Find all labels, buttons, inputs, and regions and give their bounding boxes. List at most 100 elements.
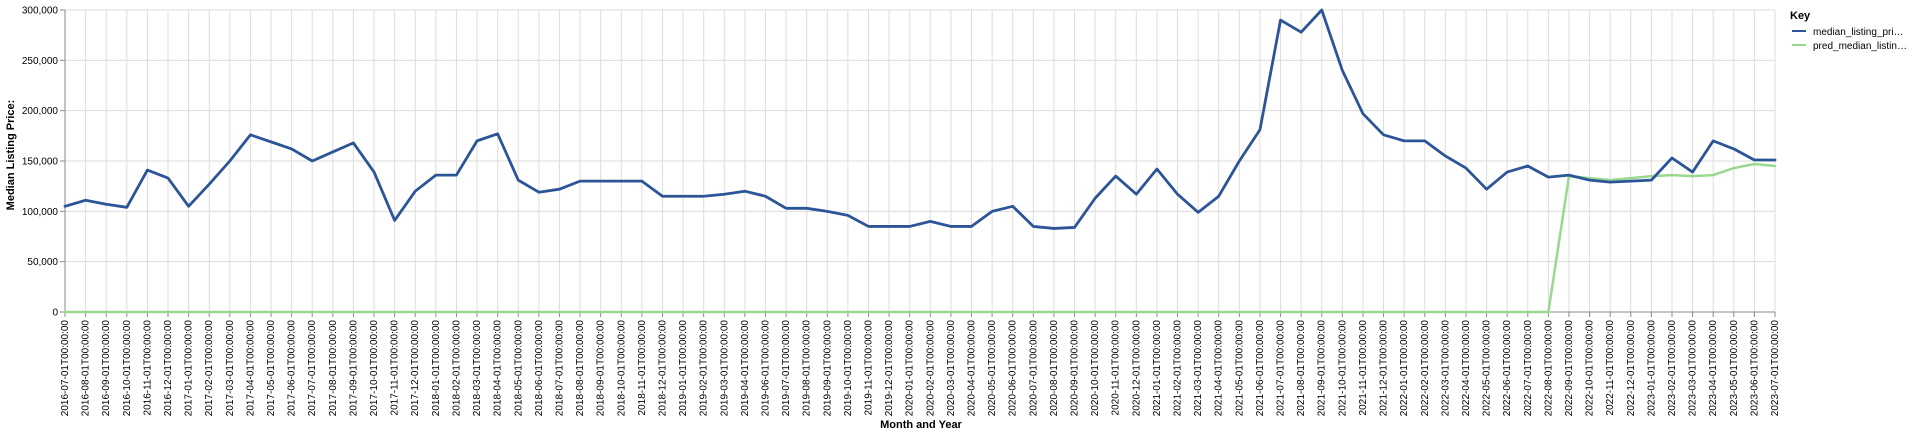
x-tick-label: 2020-09-01T00:00:00 (1070, 320, 1081, 417)
x-tick-label: 2020-06-01T00:00:00 (1008, 320, 1019, 417)
x-tick-label: 2021-04-01T00:00:00 (1214, 320, 1225, 417)
x-tick-label: 2020-03-01T00:00:00 (946, 320, 957, 417)
series-line-median-listing-price (63, 8, 1777, 230)
x-tick-label: 2018-10-01T00:00:00 (616, 320, 627, 417)
series-line-pred-median-listing-price (63, 162, 1777, 314)
x-tick-label: 2020-04-01T00:00:00 (967, 320, 978, 417)
x-tick-label: 2020-11-01T00:00:00 (1111, 320, 1122, 416)
x-tick-label: 2016-11-01T00:00:00 (142, 320, 153, 416)
x-tick-label: 2016-12-01T00:00:00 (163, 320, 174, 417)
x-tick-label: 2019-07-01T00:00:00 (781, 320, 792, 417)
x-tick-label: 2023-06-01T00:00:00 (1749, 320, 1760, 417)
x-tick-label: 2019-12-01T00:00:00 (884, 320, 895, 417)
x-tick-label: 2022-11-01T00:00:00 (1605, 320, 1616, 416)
gridlines (64, 9, 1776, 313)
x-tick-label: 2018-02-01T00:00:00 (451, 320, 462, 417)
x-tick-label: 2020-05-01T00:00:00 (987, 320, 998, 417)
y-axis: 0 50,000 100,000 150,000 200,000 250,000 300,0… (22, 6, 66, 319)
x-tick-label: 2019-08-01T00:00:00 (802, 320, 813, 417)
x-tick-label: 2017-05-01T00:00:00 (266, 320, 277, 417)
x-tick-label: 2023-05-01T00:00:00 (1729, 320, 1740, 417)
x-tick-label: 2021-12-01T00:00:00 (1379, 320, 1390, 417)
x-tick-label: 2021-08-01T00:00:00 (1296, 320, 1307, 417)
x-tick-label: 2022-07-01T00:00:00 (1523, 320, 1534, 417)
y-tick-label: 200,000 (22, 106, 59, 117)
x-tick-label: 2016-07-01T00:00:00 (60, 320, 71, 417)
x-tick-label: 2021-07-01T00:00:00 (1276, 320, 1287, 417)
x-tick-label: 2019-11-01T00:00:00 (863, 320, 874, 416)
y-tick-label: 50,000 (27, 257, 58, 268)
x-tick-label: 2018-06-01T00:00:00 (534, 320, 545, 417)
x-tick-label: 2022-01-01T00:00:00 (1399, 320, 1410, 417)
x-tick-label: 2020-12-01T00:00:00 (1131, 320, 1142, 417)
x-tick-label: 2019-10-01T00:00:00 (843, 320, 854, 417)
x-tick-label: 2021-06-01T00:00:00 (1255, 320, 1266, 417)
x-tick-label: 2022-02-01T00:00:00 (1420, 320, 1431, 417)
x-tick-label: 2017-07-01T00:00:00 (307, 320, 318, 417)
y-tick-label: 0 (52, 308, 58, 319)
x-tick-label: 2019-09-01T00:00:00 (822, 320, 833, 417)
x-tick-label: 2017-08-01T00:00:00 (328, 320, 339, 417)
y-tick-label: 250,000 (22, 56, 59, 67)
x-tick-label: 2016-08-01T00:00:00 (81, 320, 92, 417)
x-tick-label: 2018-01-01T00:00:00 (431, 320, 442, 417)
x-axis: 2016-07-01T00:00:00 2016-08-01T00:00:00 20… (60, 311, 1781, 417)
x-tick-label: 2022-03-01T00:00:00 (1440, 320, 1451, 417)
series-layer (63, 8, 1777, 314)
x-tick-label: 2020-01-01T00:00:00 (905, 320, 916, 417)
y-tick-label: 150,000 (22, 157, 59, 168)
legend: Key median_listing_pri… pred_median_list… (1790, 10, 1907, 52)
x-tick-label: 2022-12-01T00:00:00 (1626, 320, 1637, 417)
legend-title: Key (1790, 10, 1811, 22)
x-tick-label: 2023-03-01T00:00:00 (1688, 320, 1699, 417)
x-tick-label: 2018-03-01T00:00:00 (472, 320, 483, 417)
x-tick-label: 2018-09-01T00:00:00 (596, 320, 607, 417)
x-axis-title: Month and Year (880, 419, 962, 431)
x-tick-label: 2021-10-01T00:00:00 (1337, 320, 1348, 417)
x-tick-label: 2021-11-01T00:00:00 (1358, 320, 1369, 416)
x-tick-label: 2017-11-01T00:00:00 (390, 320, 401, 416)
x-tick-label: 2017-02-01T00:00:00 (204, 320, 215, 417)
x-tick-label: 2018-07-01T00:00:00 (554, 320, 565, 417)
y-tick-label: 300,000 (22, 6, 59, 17)
x-tick-label: 2023-01-01T00:00:00 (1646, 320, 1657, 417)
x-tick-label: 2017-03-01T00:00:00 (225, 320, 236, 417)
y-tick-label: 100,000 (22, 207, 59, 218)
x-tick-label: 2023-04-01T00:00:00 (1708, 320, 1719, 417)
x-tick-label: 2020-08-01T00:00:00 (1049, 320, 1060, 417)
x-tick-label: 2017-12-01T00:00:00 (410, 320, 421, 417)
x-tick-label: 2019-03-01T00:00:00 (719, 320, 730, 417)
x-tick-label: 2022-04-01T00:00:00 (1461, 320, 1472, 417)
x-tick-label: 2017-06-01T00:00:00 (287, 320, 298, 417)
x-tick-label: 2018-08-01T00:00:00 (575, 320, 586, 417)
x-tick-label: 2016-09-01T00:00:00 (101, 320, 112, 417)
x-tick-label: 2017-09-01T00:00:00 (348, 320, 359, 417)
x-tick-label: 2022-06-01T00:00:00 (1502, 320, 1513, 417)
x-tick-label: 2018-12-01T00:00:00 (657, 320, 668, 417)
x-tick-label: 2017-10-01T00:00:00 (369, 320, 380, 417)
x-tick-label: 2022-10-01T00:00:00 (1585, 320, 1596, 417)
x-tick-label: 2022-08-01T00:00:00 (1543, 320, 1554, 417)
x-tick-label: 2021-05-01T00:00:00 (1234, 320, 1245, 417)
x-tick-label: 2020-10-01T00:00:00 (1090, 320, 1101, 417)
x-tick-label: 2021-01-01T00:00:00 (1152, 320, 1163, 417)
x-tick-label: 2018-11-01T00:00:00 (637, 320, 648, 416)
x-tick-label: 2017-04-01T00:00:00 (245, 320, 256, 417)
x-tick-label: 2023-02-01T00:00:00 (1667, 320, 1678, 417)
x-tick-label: 2018-05-01T00:00:00 (513, 320, 524, 417)
legend-label-median: median_listing_pri… (1813, 27, 1904, 38)
x-tick-label: 2019-01-01T00:00:00 (678, 320, 689, 417)
y-axis-title: Median Listing Price: (5, 100, 17, 211)
x-tick-label: 2020-07-01T00:00:00 (1028, 320, 1039, 417)
x-tick-label: 2019-06-01T00:00:00 (760, 320, 771, 417)
x-tick-label: 2017-01-01T00:00:00 (184, 320, 195, 417)
x-tick-label: 2020-02-01T00:00:00 (925, 320, 936, 417)
x-tick-label: 2016-10-01T00:00:00 (122, 320, 133, 417)
legend-label-pred: pred_median_listin… (1813, 41, 1907, 52)
x-tick-label: 2021-09-01T00:00:00 (1317, 320, 1328, 417)
x-tick-label: 2021-03-01T00:00:00 (1193, 320, 1204, 417)
x-tick-label: 2021-02-01T00:00:00 (1173, 320, 1184, 417)
x-tick-label: 2018-04-01T00:00:00 (493, 320, 504, 417)
x-tick-label: 2019-04-01T00:00:00 (740, 320, 751, 417)
